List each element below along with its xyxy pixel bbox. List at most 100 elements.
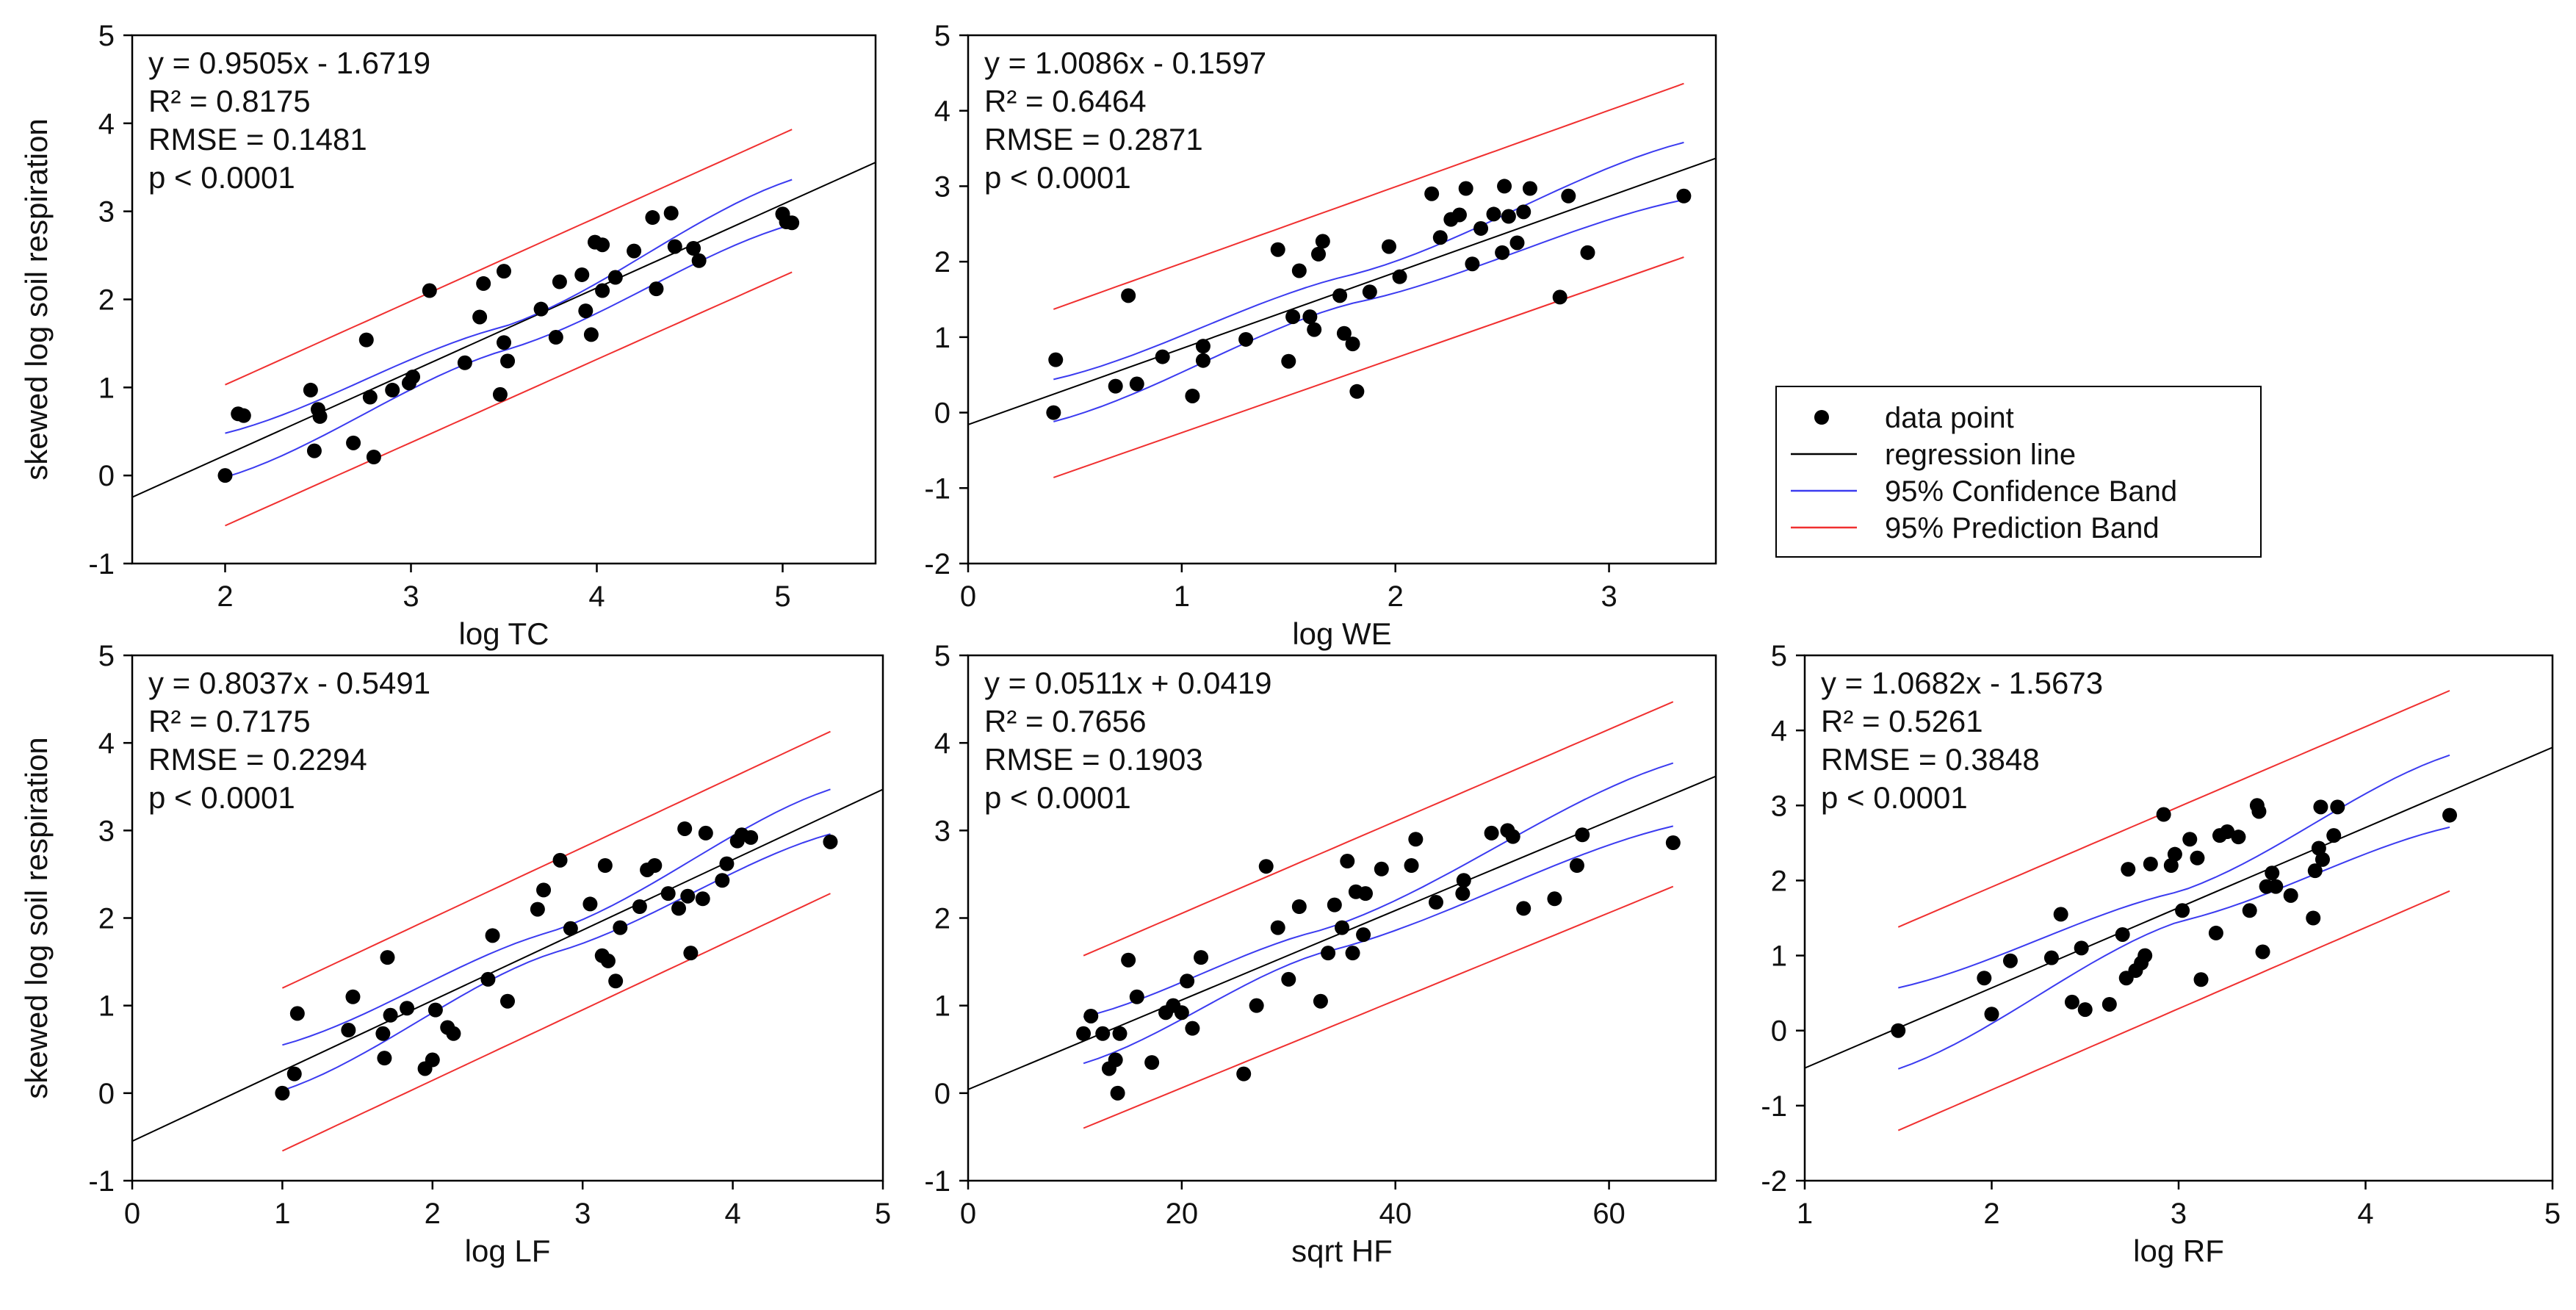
regression-stat: y = 0.0511x + 0.0419 <box>984 666 1272 700</box>
data-point <box>1129 376 1144 392</box>
data-point <box>1195 353 1211 368</box>
data-point <box>1505 829 1520 844</box>
confidence-band-lower <box>282 833 831 1092</box>
data-point <box>1552 289 1567 305</box>
data-point <box>2077 1002 2093 1018</box>
regression-stat: y = 1.0086x - 0.1597 <box>984 46 1266 80</box>
y-tick-label: 4 <box>1771 715 1787 747</box>
data-point <box>1258 859 1274 874</box>
data-point <box>1340 854 1355 869</box>
data-point <box>632 899 647 915</box>
data-point <box>1335 920 1349 935</box>
data-point <box>1249 998 1264 1013</box>
data-point <box>1374 861 1389 877</box>
legend: data point regression line 95% Confidence … <box>1775 386 2262 558</box>
data-point <box>1336 325 1352 341</box>
y-tick-label: 1 <box>1771 940 1787 973</box>
x-tick-label: 4 <box>588 580 605 613</box>
x-tick-label: 40 <box>1379 1198 1412 1230</box>
data-point <box>1195 339 1211 354</box>
data-point <box>2115 926 2130 942</box>
data-point <box>1121 952 1136 968</box>
y-axis-title: skewed log soil respiration <box>19 737 54 1099</box>
x-tick-label: 3 <box>1601 580 1617 613</box>
regression-stat: RMSE = 0.1481 <box>148 122 367 156</box>
data-point <box>1676 188 1692 204</box>
data-point <box>1185 1021 1200 1036</box>
data-point <box>1083 1008 1099 1023</box>
data-point <box>698 825 713 841</box>
y-tick-label: 4 <box>934 727 950 760</box>
y-tick-label: 0 <box>1771 1015 1787 1048</box>
x-axis-title: log RF <box>2133 1234 2224 1268</box>
y-tick-label: 0 <box>934 1078 950 1110</box>
data-point <box>1345 946 1360 961</box>
regression-stat: p < 0.0001 <box>984 160 1131 195</box>
data-point <box>1144 1055 1160 1070</box>
data-point <box>480 971 496 987</box>
y-tick-label: 5 <box>98 640 115 672</box>
legend-marker-icon <box>1814 410 1829 425</box>
data-point <box>1356 927 1371 943</box>
x-tick-label: 5 <box>2544 1198 2561 1230</box>
prediction-band-lower <box>1053 256 1684 478</box>
y-tick-label: -2 <box>1761 1165 1787 1198</box>
data-point <box>286 1066 302 1082</box>
data-point <box>677 821 693 836</box>
data-point <box>2255 944 2270 960</box>
data-point <box>457 355 472 370</box>
data-point <box>1473 220 1489 236</box>
data-point <box>358 332 374 348</box>
data-point <box>1236 1066 1252 1082</box>
data-point <box>1180 973 1195 989</box>
data-point <box>422 283 437 298</box>
data-point <box>446 1026 461 1041</box>
data-point <box>275 1085 290 1101</box>
data-point <box>1048 352 1064 367</box>
y-tick-label: 0 <box>98 460 115 492</box>
y-tick-label: 3 <box>98 196 115 228</box>
y-tick-label: 2 <box>934 903 950 935</box>
x-tick-label: 3 <box>574 1198 591 1230</box>
data-point <box>405 369 421 384</box>
data-point <box>2231 829 2246 845</box>
prediction-band-lower <box>281 893 831 1152</box>
data-point <box>649 281 664 297</box>
data-point <box>2175 903 2190 918</box>
data-point <box>1270 242 1285 257</box>
data-point <box>1516 901 1531 916</box>
data-point <box>2311 841 2326 856</box>
regression-stat: R² = 0.8175 <box>148 84 311 118</box>
x-axis-title: sqrt HF <box>1291 1234 1393 1268</box>
y-tick-label: 5 <box>934 640 950 672</box>
data-point <box>2330 799 2345 815</box>
data-point <box>1381 239 1396 254</box>
confidence-band-upper <box>225 179 793 434</box>
regression-stat: RMSE = 0.2294 <box>148 742 367 777</box>
plot-area <box>968 701 1716 1129</box>
data-point <box>671 901 687 916</box>
data-point <box>1307 322 1322 337</box>
data-point <box>1516 204 1531 220</box>
x-tick-label: 4 <box>724 1198 740 1230</box>
prediction-band-lower <box>225 271 793 527</box>
plot-area <box>968 82 1716 478</box>
data-point <box>686 240 701 256</box>
data-point <box>1121 288 1136 303</box>
y-tick-label: -1 <box>88 548 115 580</box>
data-point <box>1095 1026 1111 1041</box>
data-point <box>2193 972 2209 987</box>
data-point <box>695 891 710 907</box>
data-point <box>2002 953 2018 968</box>
data-point <box>500 353 516 369</box>
data-point <box>1569 858 1584 873</box>
data-point <box>472 309 488 325</box>
data-point <box>607 270 623 285</box>
data-point <box>2315 852 2330 867</box>
y-tick-label: -1 <box>924 472 950 505</box>
data-point <box>823 834 838 849</box>
data-point <box>1185 388 1200 403</box>
plot-frame <box>131 654 884 1182</box>
data-point <box>552 852 568 868</box>
regression-stat: R² = 0.7656 <box>984 704 1147 738</box>
